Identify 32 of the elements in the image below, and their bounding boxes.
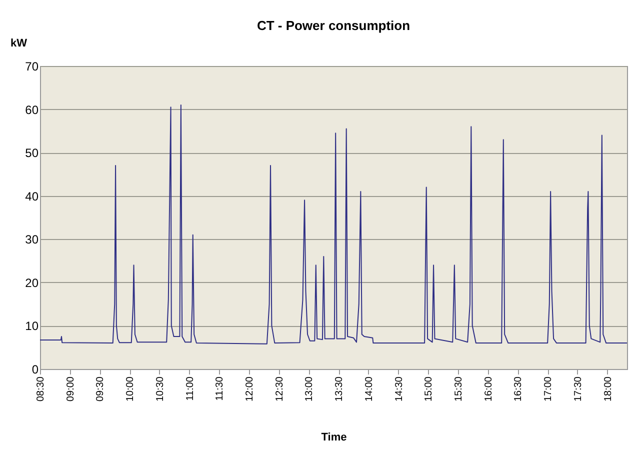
x-tick-label: 17:30 [572,376,584,402]
x-tick-label: 12:30 [274,376,286,402]
x-tick-label: 09:30 [95,376,106,402]
y-tick-label: 20 [25,276,39,290]
x-tick-label: 15:00 [424,376,435,402]
x-tick-label: 10:30 [154,376,166,402]
x-tick-label: 08:30 [36,376,46,402]
x-tick-label: 16:30 [513,376,524,402]
y-tick-label: 10 [25,319,39,334]
x-tick-label: 15:30 [454,376,465,402]
line-series [40,104,627,344]
y-tick-label: 40 [25,189,39,204]
x-tick-label: 12:00 [244,376,256,402]
y-tick-label: 0 [32,362,39,376]
x-tick-label: 14:00 [364,376,375,402]
x-tick-label: 11:00 [184,376,196,401]
x-tick-label: 18:00 [602,376,614,402]
x-tick-label: 14:30 [394,376,405,402]
x-tick-label: 16:00 [483,376,494,402]
x-tick-label: 17:00 [543,376,554,402]
y-tick-label: 50 [25,146,39,160]
x-tick-label: 10:00 [125,376,136,402]
x-tick-label: 13:00 [304,376,316,402]
x-tick-label: 09:00 [65,376,76,402]
y-tick-label: 70 [25,60,39,74]
x-tick-label: 11:30 [214,376,226,401]
y-tick-label: 60 [25,102,39,117]
y-tick-label: 30 [25,232,39,247]
x-tick-label: 13:30 [334,376,346,402]
x-axis-title: Time [321,432,347,444]
chart-title: CT - Power consumption [256,18,410,33]
y-axis-title: kW [10,38,28,50]
